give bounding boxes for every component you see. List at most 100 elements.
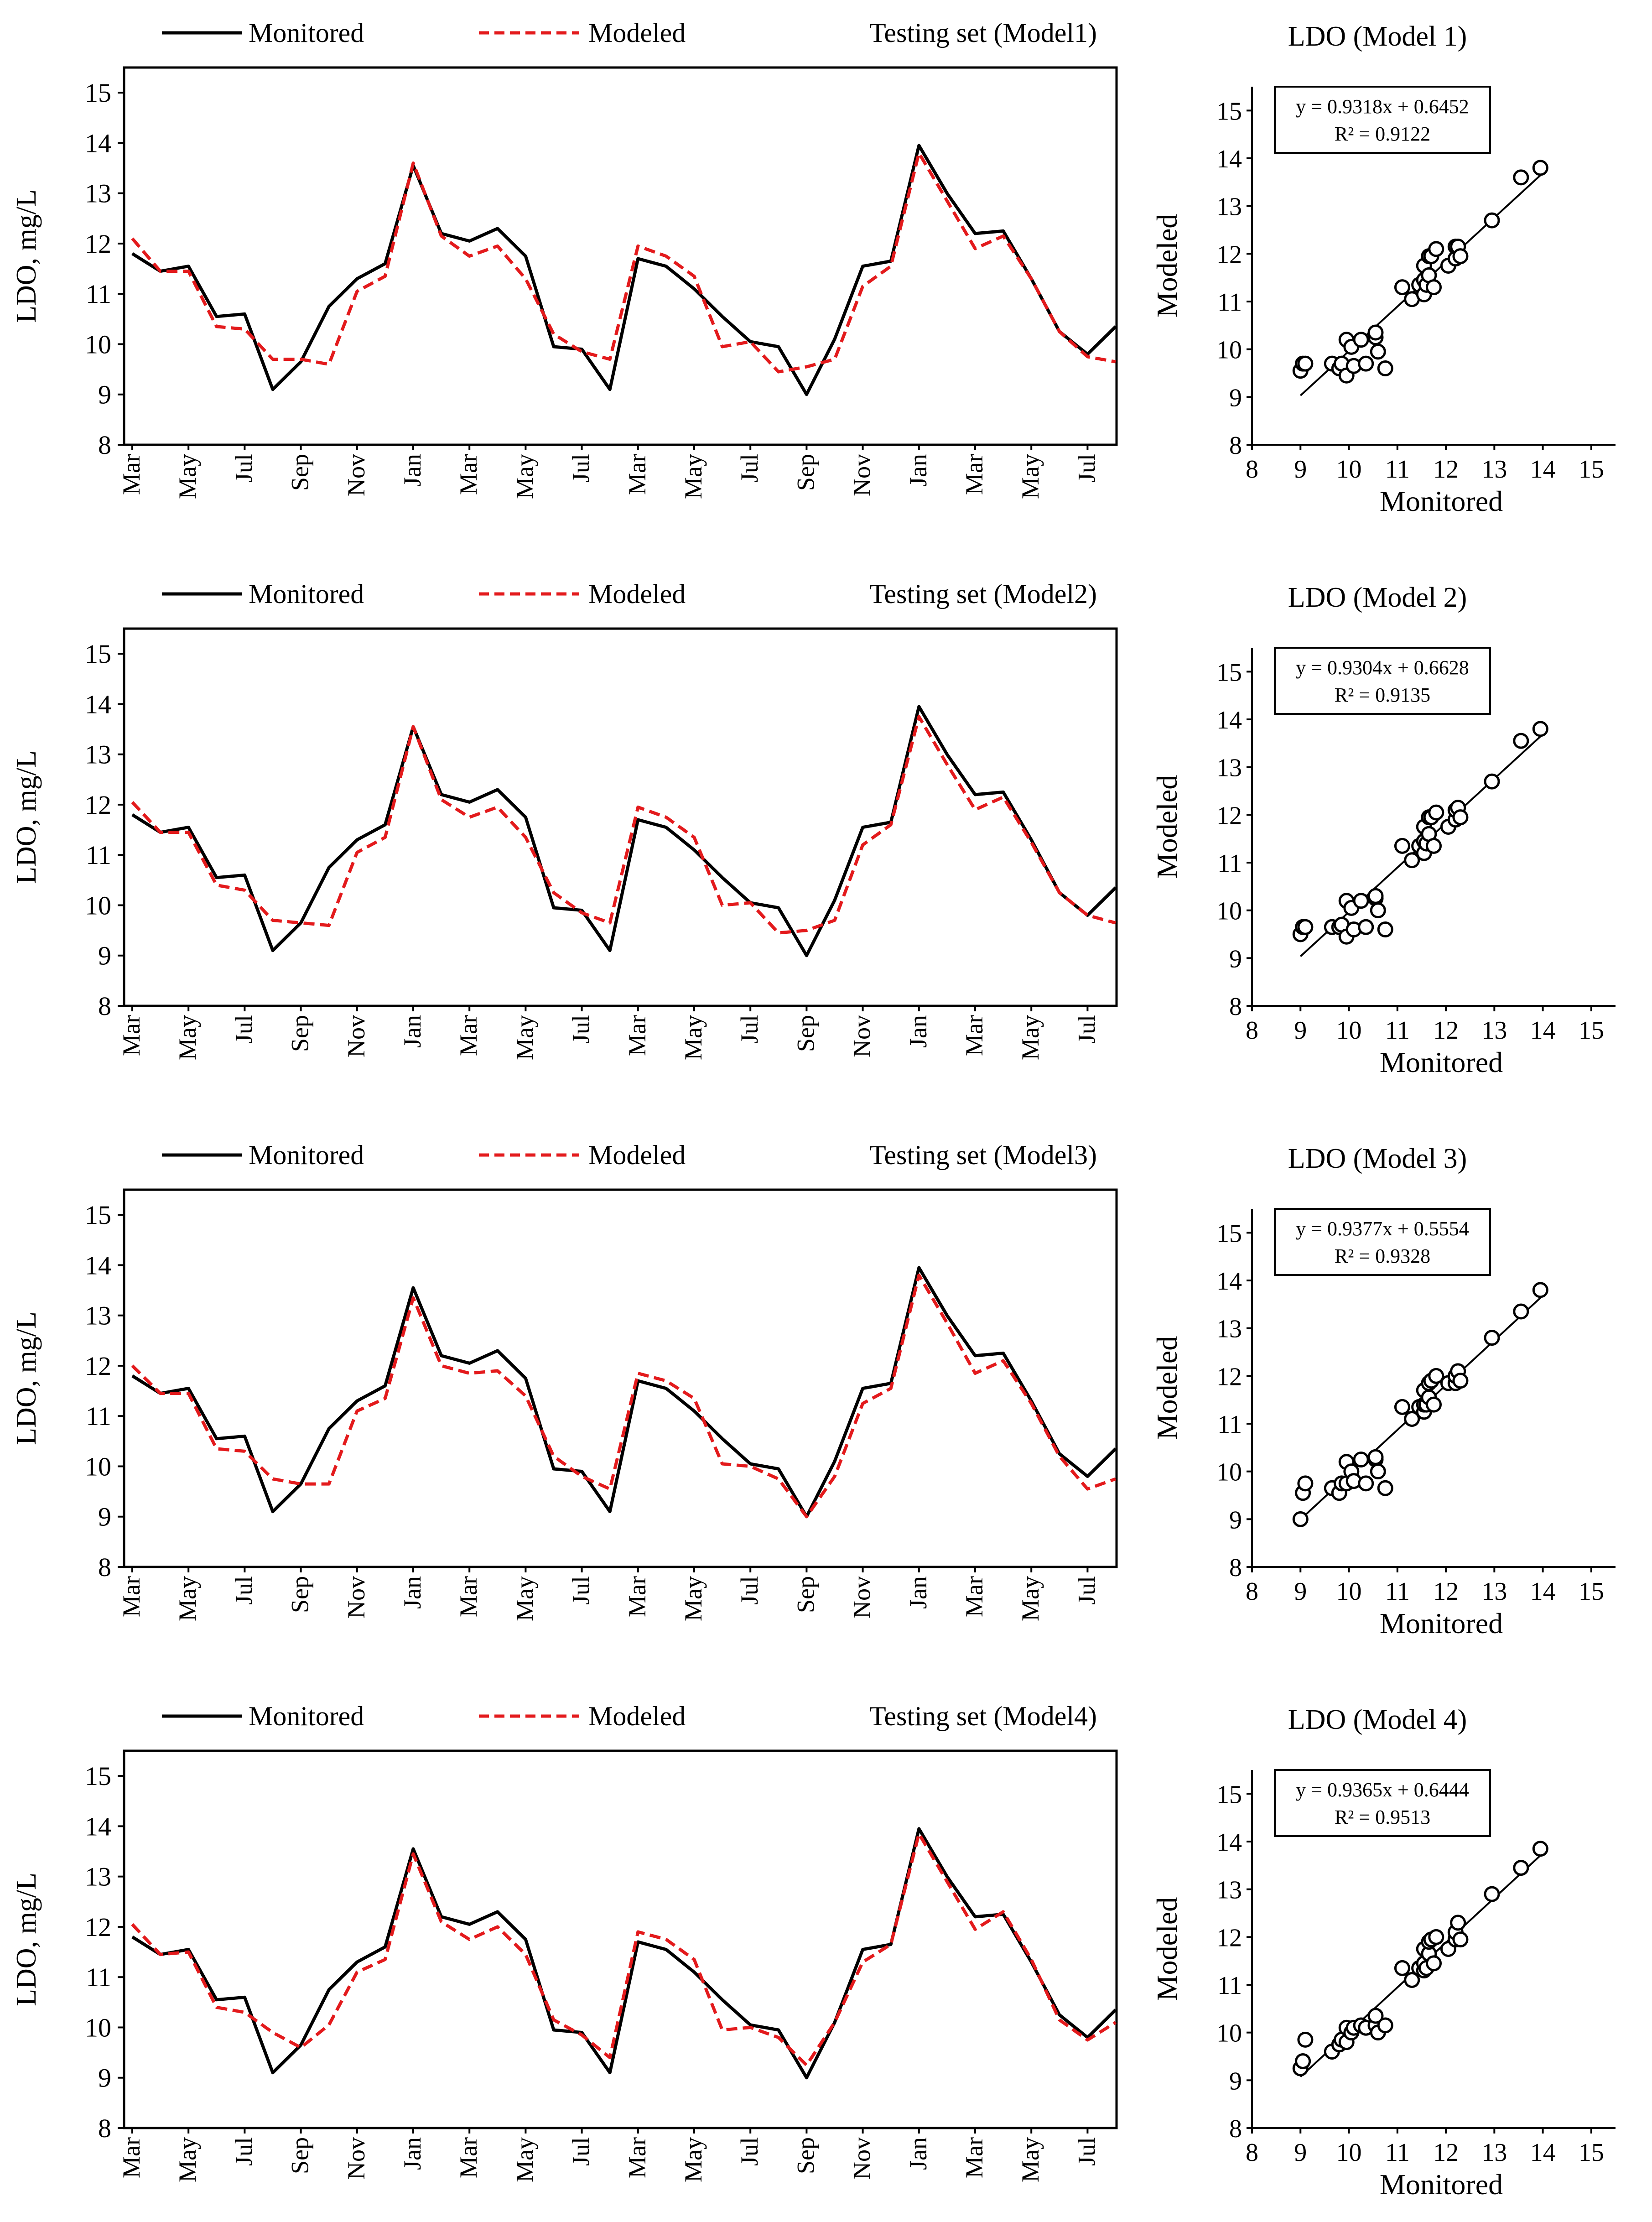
scatter-x-tick-label: 14 (1530, 2139, 1556, 2167)
scatter-x-tick-label: 8 (1246, 2139, 1258, 2167)
scatter-point (1426, 838, 1442, 854)
monitored-series-line (131, 144, 1117, 396)
scatter-point (1394, 1960, 1410, 1976)
x-tick-label: May (511, 1015, 538, 1060)
timeseries-panel: Monitored Modeled Testing set (Model1) 8 9 10… (11, 18, 1118, 499)
scatter-x-tick-label: 10 (1336, 1577, 1362, 1606)
scatter-x-tick-label: 12 (1433, 1577, 1459, 1606)
scatter-point (1532, 160, 1548, 176)
x-tick-label: Jan (399, 454, 426, 487)
y-axis-label: LDO, mg/L (11, 1873, 42, 2006)
timeseries-title: Testing set (Model3) (869, 1140, 1097, 1170)
scatter-point (1428, 1368, 1444, 1384)
scatter-point (1404, 1972, 1420, 1988)
regression-equation: y = 0.9377x + 0.5554 (1296, 1218, 1469, 1240)
y-tick-label: 14 (85, 128, 111, 158)
scatter-y-tick-label: 9 (1229, 945, 1242, 973)
x-tick-label: May (174, 2137, 201, 2182)
x-tick-label: Sep (286, 2137, 314, 2174)
legend-modeled-label: Modeled (588, 1140, 686, 1170)
scatter-point (1484, 1330, 1500, 1346)
x-tick-label: Sep (792, 2137, 819, 2174)
x-tick-label: Jan (904, 2137, 932, 2170)
modeled-series-line (131, 151, 1116, 374)
y-tick-label: 11 (86, 1962, 111, 1992)
scatter-y-tick-label: 12 (1216, 1924, 1242, 1952)
x-tick-label: Jul (230, 2137, 257, 2166)
x-tick-label: Mar (118, 454, 145, 495)
y-tick-label: 14 (85, 689, 111, 719)
timeseries-panel: Monitored Modeled Testing set (Model3) 8 9 10… (11, 1140, 1118, 1621)
timeseries-plot-frame (123, 1188, 1118, 1568)
x-tick-label: May (1017, 1015, 1044, 1060)
scatter-x-tick-label: 11 (1385, 1016, 1410, 1045)
scatter-point (1532, 1841, 1548, 1857)
scatter-x-tick-label: 13 (1481, 455, 1507, 484)
scatter-y-axis-label: Modeled (1151, 1897, 1183, 2001)
x-tick-label: Nov (848, 2137, 876, 2180)
scatter-point (1370, 902, 1386, 919)
x-tick-label: Jul (230, 1576, 257, 1605)
monitored-series-line (131, 1266, 1117, 1519)
scatter-x-tick-label: 11 (1385, 1577, 1410, 1606)
x-tick-label: Jul (1073, 1576, 1100, 1605)
scatter-y-tick-label: 15 (1216, 1219, 1242, 1248)
scatter-y-tick-label: 14 (1216, 706, 1242, 734)
scatter-y-tick-label: 8 (1229, 993, 1242, 1021)
x-tick-label: Jan (904, 1015, 932, 1048)
scatter-point (1394, 838, 1410, 854)
x-tick-label: Mar (118, 2137, 145, 2178)
x-tick-label: Sep (286, 1576, 314, 1613)
y-tick-label: 15 (85, 1200, 111, 1230)
scatter-y-tick-label: 11 (1217, 849, 1242, 878)
x-tick-label: May (174, 1015, 201, 1060)
x-tick-label: Sep (792, 454, 819, 491)
x-tick-label: Jul (736, 454, 763, 483)
x-tick-label: May (511, 1576, 538, 1621)
x-tick-label: Mar (961, 454, 988, 495)
y-tick-label: 9 (98, 380, 111, 410)
scatter-point (1358, 1475, 1374, 1492)
x-tick-label: May (174, 1576, 201, 1621)
scatter-point (1484, 212, 1500, 229)
scatter-x-tick-label: 9 (1294, 1577, 1307, 1606)
scatter-point (1426, 1396, 1442, 1413)
scatter-y-tick-label: 12 (1216, 1363, 1242, 1391)
scatter-point (1450, 1915, 1466, 1931)
modeled-series-line (131, 1832, 1117, 2067)
scatter-y-tick-label: 13 (1216, 1315, 1242, 1343)
x-tick-label: Jan (904, 454, 932, 487)
r-squared: R² = 0.9135 (1335, 684, 1430, 706)
x-tick-label: Mar (455, 2137, 482, 2178)
y-tick-label: 8 (98, 991, 111, 1021)
y-tick-label: 8 (98, 1552, 111, 1582)
x-tick-label: Mar (623, 454, 651, 495)
scatter-point (1358, 355, 1374, 372)
y-tick-label: 8 (98, 430, 111, 460)
scatter-point (1370, 343, 1386, 360)
scatter-y-tick-label: 8 (1229, 2115, 1242, 2143)
y-tick-label: 10 (85, 1452, 111, 1481)
scatter-y-tick-label: 15 (1216, 97, 1242, 125)
scatter-x-tick-label: 11 (1385, 2139, 1410, 2167)
scatter-x-tick-label: 14 (1530, 455, 1556, 484)
x-tick-label: Jul (567, 1015, 595, 1044)
scatter-point (1404, 1411, 1420, 1427)
monitored-series-line (131, 705, 1117, 957)
x-tick-label: Mar (961, 1576, 988, 1617)
scatter-x-axis-label: Monitored (1380, 1607, 1503, 1639)
scatter-y-tick-label: 11 (1217, 288, 1242, 317)
x-tick-label: May (174, 454, 201, 499)
scatter-point (1484, 773, 1500, 790)
panel-row-3: Monitored Modeled Testing set (Model3) 8 9 10… (11, 1140, 1616, 1639)
scatter-x-tick-label: 13 (1481, 1016, 1507, 1045)
r-squared: R² = 0.9328 (1335, 1245, 1430, 1267)
panel-row-4: Monitored Modeled Testing set (Model4) 8 9 10… (11, 1701, 1616, 2201)
scatter-point (1367, 324, 1384, 341)
x-tick-label: May (511, 2137, 538, 2182)
equation-box (1274, 86, 1491, 154)
scatter-point (1292, 1511, 1309, 1527)
scatter-point (1404, 852, 1420, 869)
timeseries-title: Testing set (Model2) (869, 579, 1097, 609)
